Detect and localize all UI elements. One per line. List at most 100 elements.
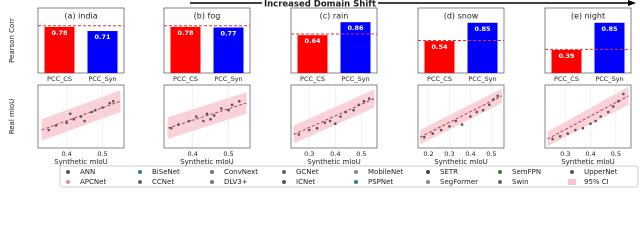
legend-marker — [426, 170, 430, 174]
legend-marker — [66, 180, 70, 184]
bar — [594, 22, 625, 73]
legend-marker — [282, 170, 286, 174]
x-axis-label: Synthetic mIoU — [180, 158, 234, 166]
x-tick-label: 0.4 — [61, 150, 71, 158]
plot-frame — [163, 7, 251, 74]
x-tick-label: PCC_CS — [427, 75, 452, 83]
point — [177, 123, 180, 126]
bar — [87, 31, 118, 73]
point — [297, 133, 301, 136]
point — [606, 110, 610, 114]
x-tick-label: 0.5 — [223, 150, 233, 158]
x-axis-label: Synthetic mIoU — [434, 158, 488, 166]
point — [492, 98, 495, 101]
panel-title: (c) rain — [320, 12, 349, 21]
legend-label: SegFormer — [440, 178, 478, 186]
ci-band — [547, 86, 629, 147]
value-label: 0.39 — [558, 52, 575, 60]
point — [79, 115, 83, 118]
point — [496, 94, 500, 98]
x-tick-label: PCC_CS — [173, 75, 198, 83]
legend-marker — [210, 170, 214, 174]
point — [323, 121, 327, 125]
banner: Increased Domain Shift — [264, 0, 376, 10]
point — [558, 135, 562, 138]
x-axis-label: Synthetic mIoU — [307, 158, 361, 166]
plot-frame — [163, 84, 251, 149]
legend-label: CCNet — [152, 178, 174, 186]
x-axis-label: Synthetic mIoU — [54, 158, 108, 166]
legend-label: GCNet — [296, 168, 319, 176]
arrow-head — [628, 0, 636, 6]
bar — [340, 22, 371, 74]
legend-marker — [498, 180, 502, 184]
value-label: 0.77 — [220, 30, 236, 38]
point — [101, 106, 104, 109]
point — [431, 132, 434, 135]
x-tick-label: PCC_Syn — [341, 75, 369, 83]
point — [209, 117, 212, 121]
figure: Increased Domain Shift 0.78 PCC_CS 0.71 PCC… — [8, 0, 639, 188]
point — [475, 110, 479, 114]
point — [65, 121, 68, 125]
point — [202, 119, 205, 123]
fit-line — [547, 95, 629, 140]
point — [328, 119, 332, 123]
legend-marker — [354, 170, 358, 174]
legend-box — [59, 165, 639, 188]
point — [422, 135, 426, 139]
plot-frame — [417, 84, 505, 149]
point — [566, 132, 570, 135]
legend-label: APCNet — [80, 178, 106, 186]
legend-swatch — [568, 179, 576, 185]
point — [622, 92, 625, 96]
legend-label: ICNet — [296, 178, 315, 186]
point — [611, 105, 615, 108]
value-label: 0.86 — [347, 24, 364, 32]
legend-marker — [354, 180, 358, 184]
x-tick-label: 0.3 — [560, 150, 570, 158]
legend-label: BiSeNet — [152, 168, 180, 176]
legend-marker — [66, 170, 70, 174]
plot-frame — [37, 7, 125, 74]
point — [315, 126, 319, 130]
point — [581, 126, 585, 130]
y-axis-label: Pearson Corr — [8, 18, 16, 63]
point — [47, 128, 51, 132]
plot-frame — [37, 84, 125, 149]
legend-marker — [498, 170, 502, 174]
point — [574, 128, 577, 132]
x-tick-label: 0.4 — [585, 150, 595, 158]
point — [339, 115, 342, 118]
point — [439, 128, 443, 132]
legend-label: PSPNet — [368, 178, 393, 186]
panel-title: (b) fog — [194, 12, 221, 21]
point — [108, 101, 111, 105]
point — [617, 99, 620, 103]
x-tick-label: 0.2 — [423, 150, 433, 158]
point — [454, 119, 458, 123]
point — [205, 112, 209, 116]
x-tick-label: 0.4 — [330, 150, 340, 158]
point — [488, 103, 491, 107]
plot-frame — [290, 84, 378, 149]
point — [83, 119, 86, 123]
point — [344, 110, 348, 114]
point — [187, 119, 191, 123]
legend-label: Swin — [512, 178, 529, 186]
point — [194, 115, 198, 118]
panel-title: (e) night — [571, 12, 605, 21]
bar — [424, 41, 455, 73]
plot-frame — [544, 84, 632, 149]
point — [551, 137, 554, 141]
x-tick-label: 0.5 — [97, 150, 107, 158]
point — [599, 115, 602, 118]
legend-label: UpperNet — [584, 168, 618, 176]
x-tick-label: 0.4 — [465, 150, 475, 158]
legend-label: MobileNet — [368, 168, 404, 176]
legend-label: SETR — [440, 168, 458, 176]
bar — [170, 26, 201, 74]
banner-bg — [262, 0, 378, 8]
point — [367, 97, 371, 100]
point — [54, 124, 58, 127]
